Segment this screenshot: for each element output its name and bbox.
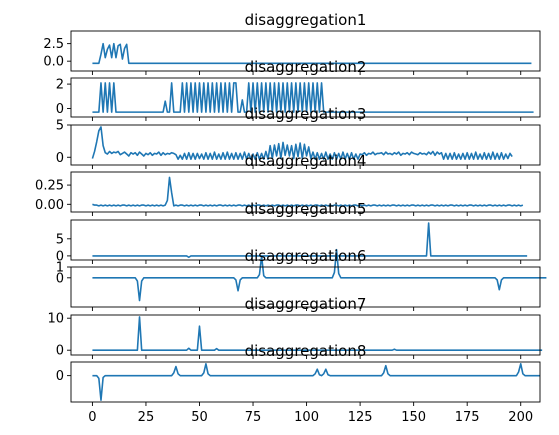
x-tick-label: 25 <box>138 410 155 425</box>
subplot-title: disaggregation7 <box>245 295 367 313</box>
subplot-title: disaggregation3 <box>245 105 367 123</box>
plot-frame <box>70 171 541 213</box>
x-tick-label: 150 <box>401 410 426 425</box>
y-tick-label: 0.25 <box>35 179 64 194</box>
x-tick-label: 175 <box>455 410 480 425</box>
series-line-5-1 <box>92 222 528 259</box>
subplot-1: 2.5 0.0 disaggregation1 <box>43 11 541 75</box>
subplot-title: disaggregation6 <box>245 247 367 265</box>
y-tick-label: 0 <box>56 344 64 359</box>
x-tick-label: 100 <box>294 410 319 425</box>
y-tick-label: 0.00 <box>35 198 64 213</box>
y-tick-label: 0 <box>56 369 64 384</box>
y-tick-label: 2.5 <box>43 37 64 52</box>
subplot-title: disaggregation1 <box>245 11 367 29</box>
y-tick-label: 0 <box>56 249 64 264</box>
subplot-title: disaggregation5 <box>245 200 367 218</box>
x-tick-label: 50 <box>191 410 208 425</box>
subplot-6: 10 disaggregation6 <box>56 247 547 311</box>
plot-frame <box>70 124 541 166</box>
subplot-3: 5 0 disaggregation3 <box>56 105 541 169</box>
x-tick-label: 0 <box>88 410 96 425</box>
plot-frame <box>70 30 541 72</box>
plot-frame <box>70 266 541 308</box>
subplot-7: 10 0 disaggregation7 <box>47 295 543 359</box>
subplot-5: 5 0 disaggregation5 <box>56 200 541 264</box>
y-tick-label: 0 <box>56 151 64 166</box>
series-line-1-1 <box>92 42 532 65</box>
plot-frame <box>70 77 541 118</box>
y-tick-label: 5 <box>56 232 64 247</box>
y-tick-label: 0 <box>56 271 64 286</box>
series-line-4-1 <box>92 176 524 207</box>
subplot-8: 0 0 25 50 75 100 125 150 175 200 disaggregation8 <box>56 342 541 425</box>
x-tick-label: 200 <box>508 410 533 425</box>
plot-frame <box>70 314 541 356</box>
subplot-title: disaggregation8 <box>245 342 367 360</box>
x-tick-label: 125 <box>348 410 373 425</box>
series-line-2-1 <box>92 82 534 113</box>
subplot-2: 2 0 disaggregation2 <box>56 58 541 121</box>
series-line-3-1 <box>91 126 513 160</box>
series-line-8-1 <box>92 363 540 401</box>
subplot-4: 0.25 0.00 disaggregation4 <box>35 152 541 216</box>
series-line-7-1 <box>92 316 543 352</box>
subplot-title: disaggregation4 <box>245 152 367 170</box>
y-tick-label: 0 <box>56 102 64 117</box>
plot-frame <box>70 219 541 261</box>
y-tick-label: 0.0 <box>43 55 64 70</box>
series-line-6-1 <box>92 248 547 302</box>
subplot-title: disaggregation2 <box>245 58 367 76</box>
x-tick-label: 75 <box>245 410 262 425</box>
y-tick-label: 5 <box>56 119 64 134</box>
y-tick-label: 1 <box>56 261 64 276</box>
plot-frame <box>70 361 541 403</box>
y-tick-label: 2 <box>56 78 64 93</box>
y-tick-label: 10 <box>47 312 64 327</box>
